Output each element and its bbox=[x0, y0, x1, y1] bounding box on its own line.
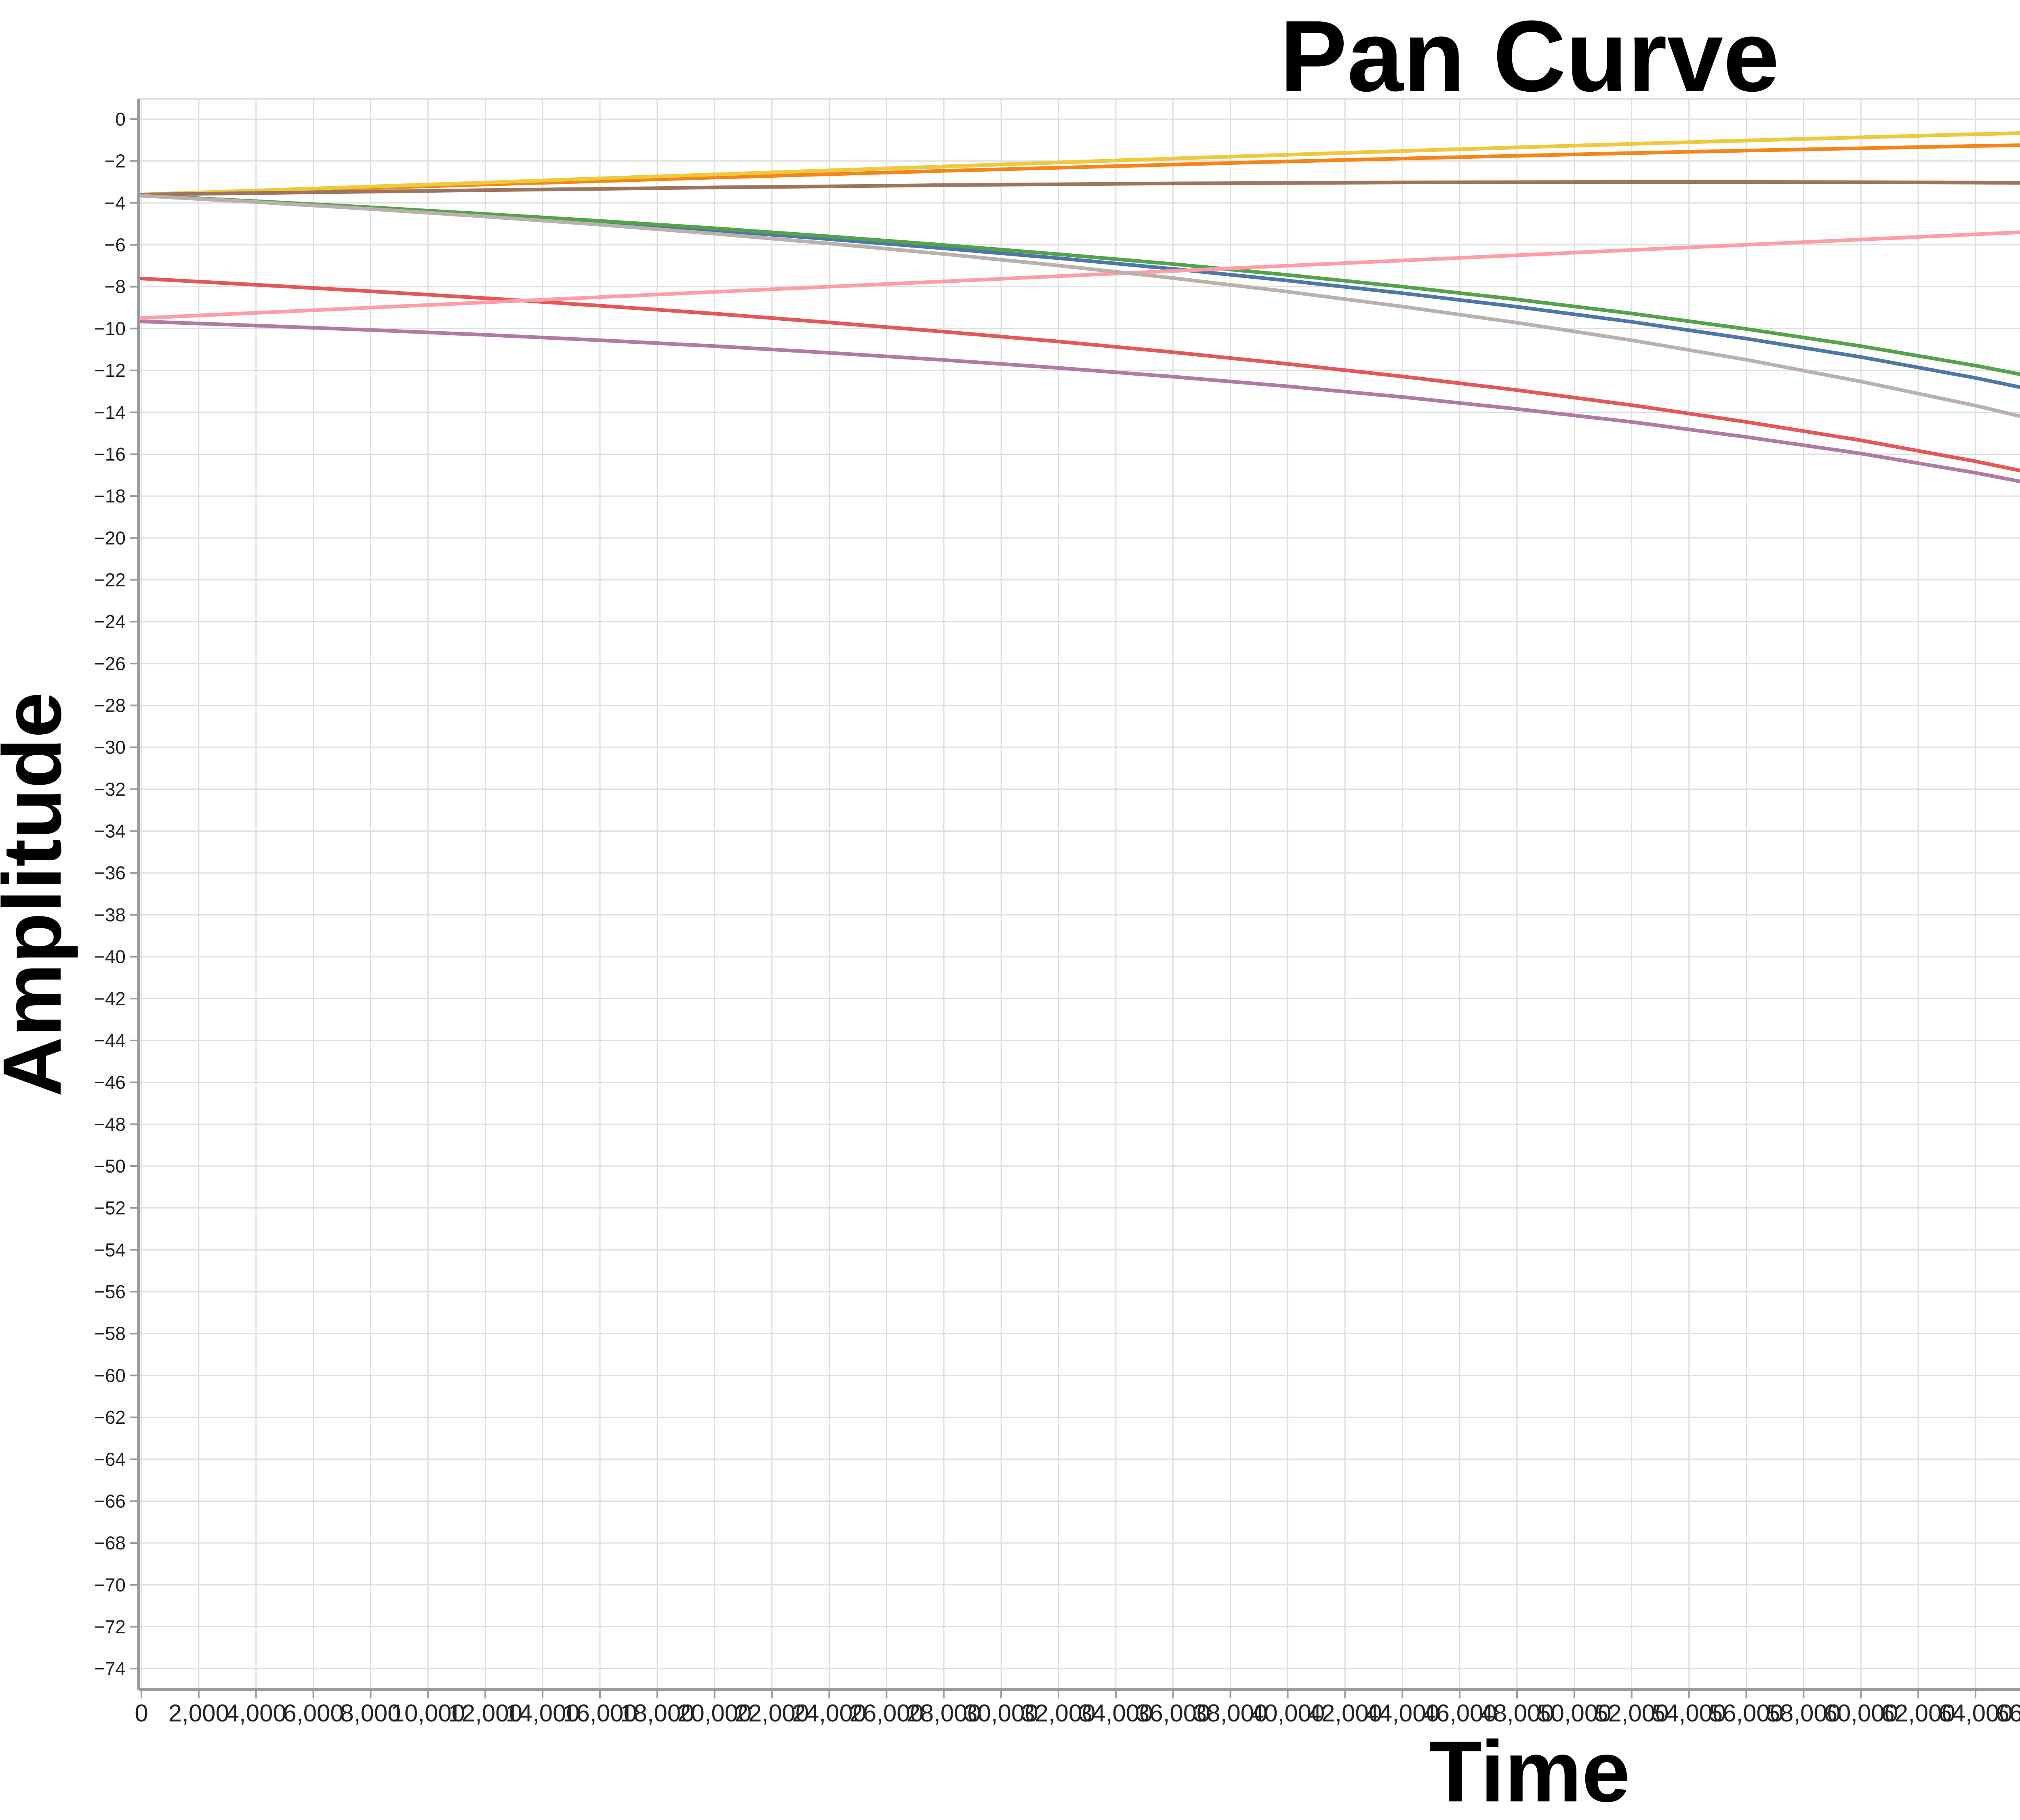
x-tick-label: 10,000 bbox=[391, 1700, 465, 1727]
x-tick-label: 14,000 bbox=[505, 1700, 580, 1727]
x-tick-label: 52,000 bbox=[1595, 1700, 1669, 1727]
y-tick-label: −12 bbox=[94, 360, 126, 381]
y-tick-label: −72 bbox=[94, 1616, 126, 1637]
y-tick-label: −4 bbox=[105, 192, 126, 213]
x-tick-label: 18,000 bbox=[620, 1700, 694, 1727]
y-tick-label: −30 bbox=[94, 737, 126, 758]
series-line-reaper6right bbox=[139, 230, 2020, 320]
y-tick-label: 0 bbox=[115, 109, 126, 130]
series-line-reaper3left bbox=[139, 277, 2020, 473]
x-tick-label: 32,000 bbox=[1021, 1700, 1096, 1727]
y-axis-title: Amplitude bbox=[0, 692, 78, 1097]
y-tick-label: −54 bbox=[94, 1239, 126, 1260]
series-line-reaperright bbox=[139, 194, 2020, 418]
x-tick-label: 16,000 bbox=[563, 1700, 637, 1727]
x-tick-label: 58,000 bbox=[1767, 1700, 1841, 1727]
x-tick-label: 2,000 bbox=[168, 1700, 229, 1727]
x-tick-label: 54,000 bbox=[1652, 1700, 1726, 1727]
y-tick-label: −6 bbox=[105, 234, 126, 255]
y-tick-label: −66 bbox=[94, 1490, 126, 1511]
y-tick-label: −16 bbox=[94, 443, 126, 464]
x-tick-label: 26,000 bbox=[850, 1700, 924, 1727]
y-tick-label: −68 bbox=[94, 1532, 126, 1553]
y-tick-label: −34 bbox=[94, 821, 126, 842]
y-tick-label: −10 bbox=[94, 318, 126, 339]
x-tick-label: 28,000 bbox=[907, 1700, 981, 1727]
y-tick-label: −52 bbox=[94, 1198, 126, 1219]
x-tick-label: 50,000 bbox=[1537, 1700, 1612, 1727]
y-tick-label: −42 bbox=[94, 988, 126, 1009]
y-tick-label: −74 bbox=[94, 1658, 126, 1679]
y-tick-label: −50 bbox=[94, 1156, 126, 1177]
y-tick-label: −60 bbox=[94, 1365, 126, 1386]
x-tick-label: 40,000 bbox=[1251, 1700, 1325, 1727]
y-tick-label: −46 bbox=[94, 1072, 126, 1093]
x-tick-label: 0 bbox=[135, 1700, 148, 1727]
series-line-reaper3boostleft bbox=[139, 193, 2020, 389]
series-line-reaper3boostright bbox=[139, 143, 2020, 197]
y-tick-label: −14 bbox=[94, 402, 126, 423]
y-tick-label: −36 bbox=[94, 862, 126, 883]
x-tick-label: 34,000 bbox=[1079, 1700, 1153, 1727]
series-line-reaper6left bbox=[139, 319, 2020, 483]
y-tick-label: −38 bbox=[94, 904, 126, 925]
series-line-reaper6boostright bbox=[139, 131, 2020, 197]
x-tick-label: 60,000 bbox=[1824, 1700, 1898, 1727]
grid-lines bbox=[139, 99, 2020, 1690]
x-tick-label: 6,000 bbox=[283, 1700, 344, 1727]
y-tick-label: −44 bbox=[94, 1030, 126, 1051]
y-tick-label: −2 bbox=[105, 151, 126, 172]
x-tick-label: 36,000 bbox=[1136, 1700, 1210, 1727]
x-tick-label: 42,000 bbox=[1308, 1700, 1382, 1727]
y-tick-label: −22 bbox=[94, 569, 126, 590]
x-tick-label: 22,000 bbox=[735, 1700, 809, 1727]
x-tick-label: 8,000 bbox=[340, 1700, 401, 1727]
x-tick-label: 46,000 bbox=[1422, 1700, 1497, 1727]
x-tick-label: 66,000 bbox=[1996, 1700, 2020, 1727]
x-axis-title: Time bbox=[1429, 1723, 1630, 1820]
y-tick-label: −40 bbox=[94, 946, 126, 967]
x-tick-label: 38,000 bbox=[1193, 1700, 1268, 1727]
y-tick-label: −18 bbox=[94, 485, 126, 506]
axes: 0 2,0004,0006,0008,00010,00012,00014,0001… bbox=[94, 99, 2020, 1727]
x-tick-label: 24,000 bbox=[792, 1700, 867, 1727]
y-tick-label: −62 bbox=[94, 1407, 126, 1428]
y-tick-label: −48 bbox=[94, 1114, 126, 1135]
y-tick-label: −20 bbox=[94, 528, 126, 549]
x-tick-label: 48,000 bbox=[1480, 1700, 1554, 1727]
x-tick-label: 12,000 bbox=[448, 1700, 522, 1727]
y-tick-label: −64 bbox=[94, 1449, 126, 1470]
series-line-reaperleft bbox=[139, 180, 2020, 197]
series-lines bbox=[139, 131, 2020, 483]
x-tick-label: 20,000 bbox=[678, 1700, 752, 1727]
y-tick-label: −70 bbox=[94, 1574, 126, 1595]
x-tick-label: 30,000 bbox=[964, 1700, 1038, 1727]
x-tick-label: 64,000 bbox=[1938, 1700, 2013, 1727]
y-tick-label: −26 bbox=[94, 653, 126, 674]
y-tick-label: −32 bbox=[94, 779, 126, 800]
series-line-reaper6boostleft bbox=[139, 193, 2020, 376]
y-tick-label: −28 bbox=[94, 695, 126, 716]
y-tick-label: −56 bbox=[94, 1281, 126, 1302]
y-tick-label: −58 bbox=[94, 1323, 126, 1344]
x-tick-label: 44,000 bbox=[1365, 1700, 1439, 1727]
y-tick-label: −8 bbox=[105, 276, 126, 297]
x-tick-label: 56,000 bbox=[1709, 1700, 1784, 1727]
x-tick-label: 4,000 bbox=[226, 1700, 286, 1727]
chart-title: Pan Curve bbox=[1280, 0, 1780, 112]
x-tick-label: 62,000 bbox=[1881, 1700, 1955, 1727]
y-tick-label: −24 bbox=[94, 611, 126, 632]
